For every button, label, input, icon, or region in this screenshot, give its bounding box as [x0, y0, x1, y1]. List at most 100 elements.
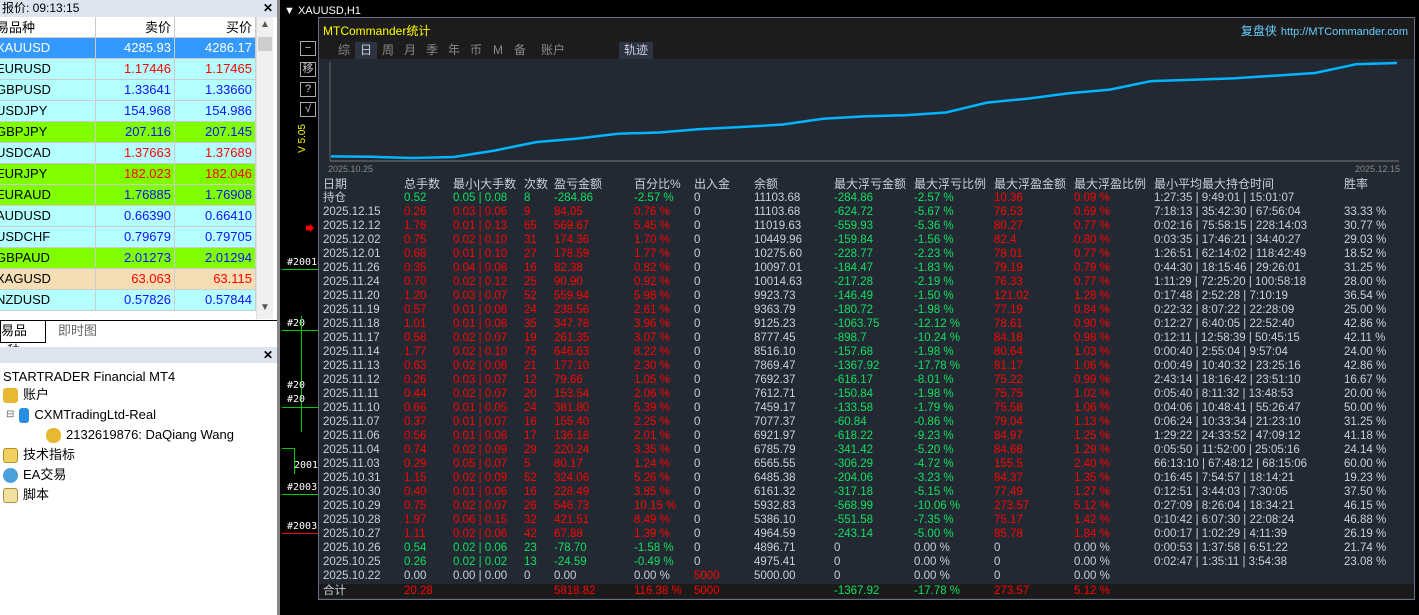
market-watch-row[interactable]: XAUUSD 4285.93 4286.17 — [0, 38, 256, 59]
script-icon — [3, 487, 18, 503]
market-watch-row[interactable]: USDCAD 1.37663 1.37689 — [0, 143, 256, 164]
market-watch-row[interactable]: USDCHF 0.79679 0.79705 — [0, 227, 256, 248]
cell-col4: 546.73 — [554, 500, 590, 512]
period-tab[interactable]: 月 — [403, 43, 416, 57]
check-button[interactable]: √ — [300, 102, 316, 117]
track-button[interactable]: 轨迹 — [619, 42, 653, 59]
cell-col7: 10014.63 — [754, 276, 802, 288]
cell-col7: 6565.55 — [754, 458, 796, 470]
cell-col2: 0.01 | 0.10 — [453, 248, 508, 260]
dock-splitter[interactable] — [277, 0, 280, 615]
cell-col2: 0.05 | 0.07 — [453, 458, 508, 470]
scroll-up-icon[interactable]: ▲ — [260, 19, 270, 30]
cell-col11: 0.79 % — [1074, 262, 1110, 274]
period-tab[interactable]: 年 — [447, 43, 460, 57]
cell-col10: 79.04 — [994, 416, 1023, 428]
scroll-thumb[interactable] — [258, 37, 272, 51]
col-symbol[interactable]: 易品种 — [0, 17, 96, 37]
ask-price: 1.37689 — [175, 143, 256, 163]
cell-col10: 80.27 — [994, 220, 1023, 232]
cell-col10: 84.18 — [994, 332, 1023, 344]
cell-col12: 最小平均最大持仓时间 — [1154, 177, 1275, 191]
cell-col5: 3.07 % — [634, 332, 670, 344]
cell-col5: -1.58 % — [634, 542, 674, 554]
cell-col3: 次数 — [524, 177, 549, 191]
cell-col1: 0.70 — [404, 276, 427, 288]
cell-col12: 0:10:42 | 6:07:30 | 22:08:24 — [1154, 514, 1295, 526]
tab-symbols[interactable]: 易品种 — [0, 321, 46, 358]
close-market-watch-icon[interactable]: ✕ — [262, 1, 273, 15]
cell-col2: 0.02 | 0.10 — [453, 346, 508, 358]
period-tab[interactable]: 币 — [469, 43, 482, 57]
market-watch-row[interactable]: XAGUSD 63.063 63.115 — [0, 269, 256, 290]
cell-col2: 0.02 | 0.09 — [453, 444, 508, 456]
tree-account[interactable]: 2132619876: DaQiang Wang — [46, 425, 234, 445]
market-watch-row[interactable]: AUDUSD 0.66390 0.66410 — [0, 206, 256, 227]
market-watch-scrollbar[interactable]: ▲ ▼ — [256, 17, 273, 319]
cell-col10: 84.68 — [994, 444, 1023, 456]
period-tab[interactable]: M — [493, 43, 503, 57]
period-tab[interactable]: 综 — [337, 43, 350, 57]
cell-col5: -0.49 % — [634, 556, 674, 568]
col-bid[interactable]: 卖价 — [96, 17, 175, 37]
ask-price: 154.986 — [175, 101, 256, 121]
period-tabs: 综日周月季年币 M 备账户 轨迹 — [333, 42, 653, 59]
cell-col5: 3.35 % — [634, 444, 670, 456]
cell-col3: 32 — [524, 514, 537, 526]
collapse-icon[interactable]: ⊟ — [6, 409, 15, 420]
cell-col3: 9 — [524, 206, 531, 218]
equity-line — [330, 61, 1398, 160]
table-row: 2025.12.15 0.26 0.03 | 0.06 9 84.05 0.76 % 0 11… — [319, 205, 1414, 219]
cell-col11: 2.40 % — [1074, 458, 1110, 470]
tree-server[interactable]: ⊟ CXMTradingLtd-Real — [6, 405, 156, 425]
cell-col7: 6485.38 — [754, 472, 796, 484]
move-button[interactable]: 移 — [300, 62, 316, 77]
period-tab[interactable]: 备 — [513, 43, 526, 57]
tab-tick-chart[interactable]: 即时图 — [58, 323, 98, 338]
market-watch-row[interactable]: EURAUD 1.76885 1.76908 — [0, 185, 256, 206]
help-button[interactable]: ? — [300, 82, 316, 97]
cell-col7: 5000.00 — [754, 570, 796, 582]
period-tab[interactable]: 账户 — [540, 43, 565, 57]
symbol: NZDUSD — [0, 290, 96, 310]
market-watch-row[interactable]: EURUSD 1.17446 1.17465 — [0, 59, 256, 80]
tree-indicators[interactable]: 技术指标 — [3, 445, 75, 465]
tree-root[interactable]: STARTRADER Financial MT4 — [3, 367, 175, 387]
close-navigator-icon[interactable]: ✕ — [262, 348, 273, 362]
market-watch-row[interactable]: GBPAUD 2.01273 2.01294 — [0, 248, 256, 269]
cell-col6: 0 — [694, 192, 701, 204]
market-watch-row[interactable]: USDJPY 154.968 154.986 — [0, 101, 256, 122]
brand-url[interactable]: http://MTCommander.com — [1280, 26, 1408, 38]
tree-experts[interactable]: EA交易 — [3, 465, 66, 485]
cell-col9: -5.67 % — [914, 206, 954, 218]
cell-col2: 0.01 | 0.08 — [453, 430, 508, 442]
market-watch-row[interactable]: GBPUSD 1.33641 1.33660 — [0, 80, 256, 101]
cell-col1: 0.26 — [404, 206, 427, 218]
tree-scripts[interactable]: 脚本 — [3, 485, 49, 505]
tree-accounts[interactable]: 账户 — [3, 385, 49, 405]
market-watch-row[interactable]: EURJPY 182.023 182.046 — [0, 164, 256, 185]
market-watch-row[interactable]: GBPJPY 207.116 207.145 — [0, 122, 256, 143]
market-watch-titlebar: 报价: 09:13:15 ✕ — [0, 0, 277, 17]
cell-col7: 8516.10 — [754, 346, 796, 358]
cell-col1: 0.74 — [404, 444, 427, 456]
cell-col9: -2.23 % — [914, 248, 954, 260]
period-tab[interactable]: 周 — [381, 43, 394, 57]
cell-col12: 7:18:13 | 35:42:30 | 67:56:04 — [1154, 206, 1301, 218]
navigator-titlebar: ✕ — [0, 347, 277, 363]
minimize-button[interactable]: − — [300, 41, 316, 56]
bid-price: 2.01273 — [96, 248, 175, 268]
cell-col13: 41.18 % — [1344, 430, 1387, 442]
table-row: 2025.11.04 0.74 0.02 | 0.09 29 220.24 3.35 % 0… — [319, 443, 1414, 457]
period-tab[interactable]: 季 — [425, 43, 438, 57]
scroll-down-icon[interactable]: ▼ — [260, 302, 270, 313]
cell-col11: 0.84 % — [1074, 304, 1110, 316]
symbol: EURJPY — [0, 164, 96, 184]
cell-col6: 5000 — [694, 570, 720, 582]
bid-price: 154.968 — [96, 101, 175, 121]
period-tab[interactable]: 日 — [355, 42, 377, 59]
col-ask[interactable]: 买价 — [175, 17, 256, 37]
brand-link[interactable]: 复盘侠 http://MTCommander.com — [1241, 22, 1408, 39]
market-watch-row[interactable]: NZDUSD 0.57826 0.57844 — [0, 290, 256, 311]
cell-col1: 0.68 — [404, 248, 427, 260]
